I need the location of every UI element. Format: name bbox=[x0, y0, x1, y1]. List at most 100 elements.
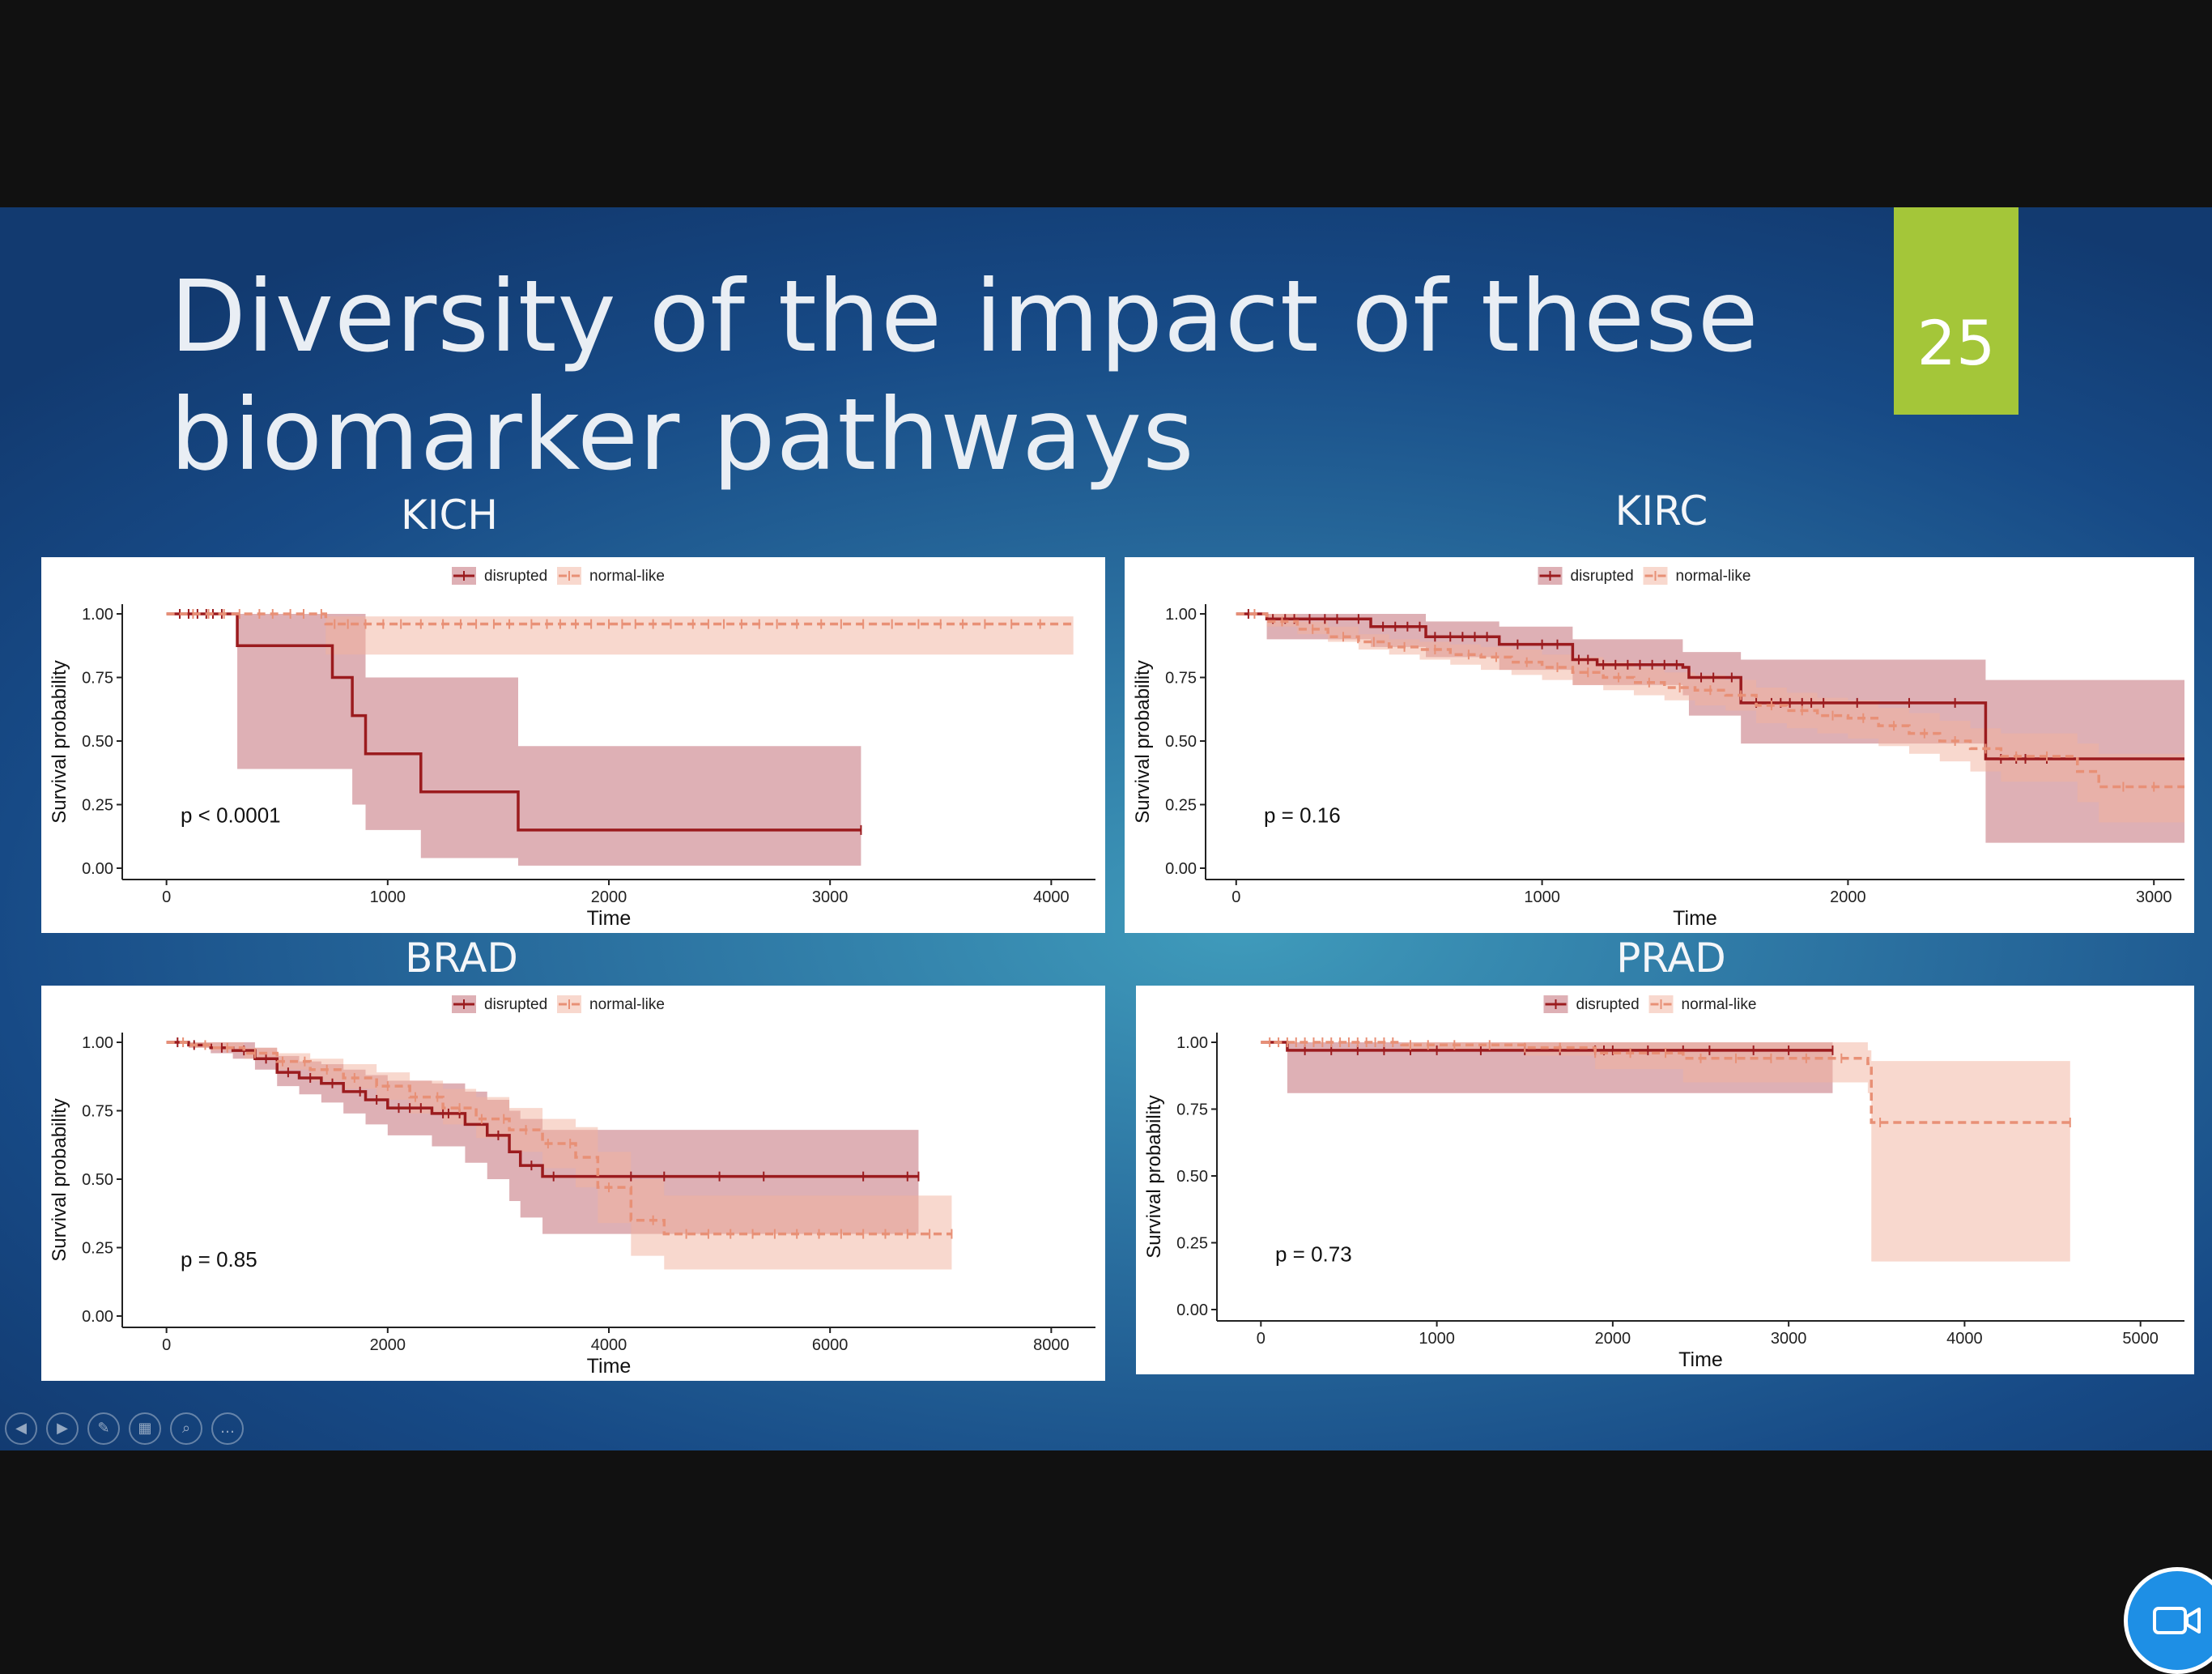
legend-label-disrupted: disrupted bbox=[1571, 568, 1634, 585]
legend: disrupted normal-like bbox=[452, 567, 665, 585]
y-tick-label: 0.00 bbox=[82, 860, 113, 878]
y-tick-label: 1.00 bbox=[1176, 1034, 1208, 1052]
ci-band-normal-like bbox=[1261, 1042, 2070, 1262]
legend-label-normal-like: normal-like bbox=[1682, 996, 1757, 1013]
more-options-button[interactable]: … bbox=[211, 1412, 244, 1445]
previous-slide-button[interactable]: ◀ bbox=[5, 1412, 37, 1445]
x-tick-label: 3000 bbox=[1771, 1330, 1807, 1348]
legend: disrupted normal-like bbox=[452, 995, 665, 1013]
pen-icon: ✎ bbox=[97, 1420, 110, 1437]
arrow-right-icon: ▶ bbox=[57, 1420, 68, 1437]
camera-button[interactable] bbox=[2124, 1567, 2212, 1674]
magnifier-icon: ⌕ bbox=[181, 1420, 191, 1437]
y-tick-label: 0.50 bbox=[82, 733, 113, 751]
x-tick-label: 2000 bbox=[1830, 888, 1866, 906]
y-tick-label: 0.50 bbox=[1176, 1168, 1208, 1186]
chart-svg: disrupted normal-like 0.00 0.25 0.50 0.75 1.00… bbox=[1143, 995, 2184, 1371]
y-tick-label: 0.00 bbox=[1165, 860, 1197, 878]
y-tick-label: 0.75 bbox=[82, 670, 113, 688]
survival-curve-normal-like bbox=[166, 1041, 952, 1236]
chart-svg: disrupted normal-like 0.00 0.25 0.50 0.75 1.00… bbox=[49, 995, 1095, 1378]
y-axis-label: Survival probability bbox=[49, 1098, 70, 1261]
legend-label-disrupted: disrupted bbox=[484, 568, 547, 585]
y-axis-label: Survival probability bbox=[1132, 660, 1154, 823]
x-axis-label: Time bbox=[587, 907, 632, 930]
y-tick-label: 0.75 bbox=[1176, 1101, 1208, 1119]
panel-label-kich: KICH bbox=[400, 492, 499, 539]
legend-label-normal-like: normal-like bbox=[589, 568, 665, 585]
x-tick-label: 4000 bbox=[1033, 888, 1070, 906]
slide: Diversity of the impact of these biomark… bbox=[0, 207, 2212, 1450]
y-axis-label: Survival probability bbox=[49, 660, 70, 823]
see-all-slides-button[interactable]: ▦ bbox=[129, 1412, 161, 1445]
x-axis-label: Time bbox=[1678, 1348, 1723, 1371]
panel-label-kirc: KIRC bbox=[1614, 488, 1708, 535]
survival-chart-brad: disrupted normal-like 0.00 0.25 0.50 0.75 1.00… bbox=[41, 986, 1105, 1381]
survival-curve-normal-like bbox=[166, 612, 1074, 626]
panel-label-brad: BRAD bbox=[405, 935, 518, 982]
x-tick-label: 3000 bbox=[2136, 888, 2172, 906]
y-tick-label: 0.00 bbox=[82, 1308, 113, 1326]
legend-label-normal-like: normal-like bbox=[589, 996, 665, 1013]
next-slide-button[interactable]: ▶ bbox=[46, 1412, 79, 1445]
video-camera-icon bbox=[2153, 1607, 2201, 1634]
y-tick-label: 0.25 bbox=[82, 797, 113, 815]
survival-curve-normal-like bbox=[1236, 612, 2184, 789]
x-tick-label: 0 bbox=[162, 888, 171, 906]
x-tick-label: 6000 bbox=[812, 1336, 849, 1354]
panel-label-prad: PRAD bbox=[1616, 935, 1726, 982]
survival-curve-normal-like bbox=[1261, 1041, 2070, 1124]
x-tick-label: 2000 bbox=[370, 1336, 406, 1354]
y-tick-label: 0.25 bbox=[1165, 797, 1197, 815]
legend-label-disrupted: disrupted bbox=[1576, 996, 1640, 1013]
ci-band-disrupted bbox=[1236, 614, 2184, 843]
y-tick-label: 0.00 bbox=[1176, 1301, 1208, 1319]
y-tick-label: 0.50 bbox=[82, 1171, 113, 1189]
arrow-left-icon: ◀ bbox=[15, 1420, 27, 1437]
legend: disrupted normal-like bbox=[1543, 995, 1757, 1013]
x-tick-label: 0 bbox=[1257, 1330, 1266, 1348]
chart-svg: disrupted normal-like 0.00 0.25 0.50 0.75 1.00… bbox=[1132, 567, 2184, 930]
p-value-label: p < 0.0001 bbox=[181, 803, 281, 827]
x-tick-label: 1000 bbox=[370, 888, 406, 906]
p-value-label: p = 0.16 bbox=[1264, 803, 1341, 827]
x-axis-label: Time bbox=[587, 1355, 632, 1378]
x-tick-label: 4000 bbox=[1946, 1330, 1983, 1348]
x-tick-label: 5000 bbox=[2122, 1330, 2159, 1348]
zoom-button[interactable]: ⌕ bbox=[170, 1412, 202, 1445]
survival-chart-prad: disrupted normal-like 0.00 0.25 0.50 0.75 1.00… bbox=[1136, 986, 2194, 1374]
survival-chart-kich: disrupted normal-like 0.00 0.25 0.50 0.75 1.00… bbox=[41, 557, 1105, 933]
x-tick-label: 1000 bbox=[1419, 1330, 1455, 1348]
x-axis-label: Time bbox=[1673, 907, 1717, 930]
survival-curve-disrupted bbox=[1236, 612, 2184, 760]
survival-chart-kirc: disrupted normal-like 0.00 0.25 0.50 0.75 1.00… bbox=[1125, 557, 2194, 933]
x-tick-label: 0 bbox=[1231, 888, 1240, 906]
legend: disrupted normal-like bbox=[1538, 567, 1751, 585]
x-tick-label: 8000 bbox=[1033, 1336, 1070, 1354]
y-tick-label: 1.00 bbox=[82, 1034, 113, 1052]
legend-label-normal-like: normal-like bbox=[1676, 568, 1751, 585]
grid-icon: ▦ bbox=[138, 1420, 152, 1437]
chart-svg: disrupted normal-like 0.00 0.25 0.50 0.75 1.00… bbox=[49, 567, 1095, 930]
y-tick-label: 1.00 bbox=[1165, 606, 1197, 624]
legend-label-disrupted: disrupted bbox=[484, 996, 547, 1013]
p-value-label: p = 0.85 bbox=[181, 1247, 257, 1271]
page-number: 25 bbox=[1916, 307, 1996, 379]
x-tick-label: 0 bbox=[162, 1336, 171, 1354]
y-tick-label: 0.50 bbox=[1165, 733, 1197, 751]
x-tick-label: 1000 bbox=[1524, 888, 1560, 906]
pen-button[interactable]: ✎ bbox=[87, 1412, 120, 1445]
y-tick-label: 0.75 bbox=[1165, 670, 1197, 688]
survival-curve-disrupted bbox=[166, 612, 861, 832]
x-tick-label: 3000 bbox=[812, 888, 849, 906]
y-tick-label: 0.25 bbox=[1176, 1235, 1208, 1253]
page-number-badge: 25 bbox=[1894, 207, 2018, 415]
y-tick-label: 0.75 bbox=[82, 1103, 113, 1121]
y-tick-label: 0.25 bbox=[82, 1240, 113, 1258]
p-value-label: p = 0.73 bbox=[1275, 1242, 1352, 1267]
slideshow-controls: ◀ ▶ ✎ ▦ ⌕ … bbox=[5, 1412, 244, 1445]
ci-band-normal-like bbox=[166, 1042, 952, 1270]
x-tick-label: 4000 bbox=[591, 1336, 627, 1354]
slide-title: Diversity of the impact of these biomark… bbox=[170, 259, 1759, 492]
y-axis-label: Survival probability bbox=[1143, 1095, 1165, 1258]
